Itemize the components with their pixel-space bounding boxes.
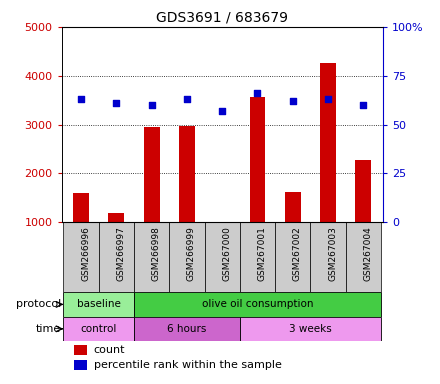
Point: [325, 96, 332, 102]
Bar: [134, 317, 240, 341]
Point: [113, 100, 120, 106]
Bar: [249, 97, 265, 222]
Bar: [74, 345, 87, 355]
Text: GSM266999: GSM266999: [187, 226, 196, 281]
Text: GSM267003: GSM267003: [328, 226, 337, 281]
Text: GSM267000: GSM267000: [222, 226, 231, 281]
Point: [148, 102, 155, 108]
Bar: [285, 192, 301, 222]
Bar: [144, 127, 160, 222]
Text: GSM266998: GSM266998: [152, 226, 161, 281]
Bar: [240, 222, 275, 292]
Text: count: count: [94, 345, 125, 355]
Bar: [179, 126, 195, 222]
Bar: [275, 222, 311, 292]
Bar: [63, 222, 99, 292]
Point: [254, 90, 261, 96]
Bar: [73, 193, 89, 222]
Bar: [74, 360, 87, 370]
Text: percentile rank within the sample: percentile rank within the sample: [94, 360, 282, 370]
Title: GDS3691 / 683679: GDS3691 / 683679: [156, 10, 288, 24]
Bar: [169, 222, 205, 292]
Text: 6 hours: 6 hours: [167, 324, 207, 334]
Text: GSM267002: GSM267002: [293, 226, 302, 281]
Point: [183, 96, 191, 102]
Text: protocol: protocol: [16, 300, 61, 310]
Text: time: time: [36, 324, 61, 334]
Bar: [346, 222, 381, 292]
Point: [360, 102, 367, 108]
Bar: [63, 292, 134, 317]
Bar: [311, 222, 346, 292]
Bar: [240, 317, 381, 341]
Text: GSM267004: GSM267004: [363, 226, 372, 281]
Text: GSM266997: GSM266997: [116, 226, 125, 281]
Bar: [134, 222, 169, 292]
Text: olive oil consumption: olive oil consumption: [202, 300, 313, 310]
Bar: [134, 292, 381, 317]
Bar: [205, 222, 240, 292]
Point: [219, 108, 226, 114]
Point: [77, 96, 84, 102]
Bar: [320, 63, 336, 222]
Text: GSM266996: GSM266996: [81, 226, 90, 281]
Bar: [108, 213, 124, 222]
Text: 3 weeks: 3 weeks: [289, 324, 332, 334]
Text: GSM267001: GSM267001: [257, 226, 267, 281]
Point: [289, 98, 296, 104]
Text: control: control: [81, 324, 117, 334]
Bar: [63, 317, 134, 341]
Bar: [356, 160, 371, 222]
Text: baseline: baseline: [77, 300, 121, 310]
Bar: [214, 222, 230, 225]
Bar: [99, 222, 134, 292]
